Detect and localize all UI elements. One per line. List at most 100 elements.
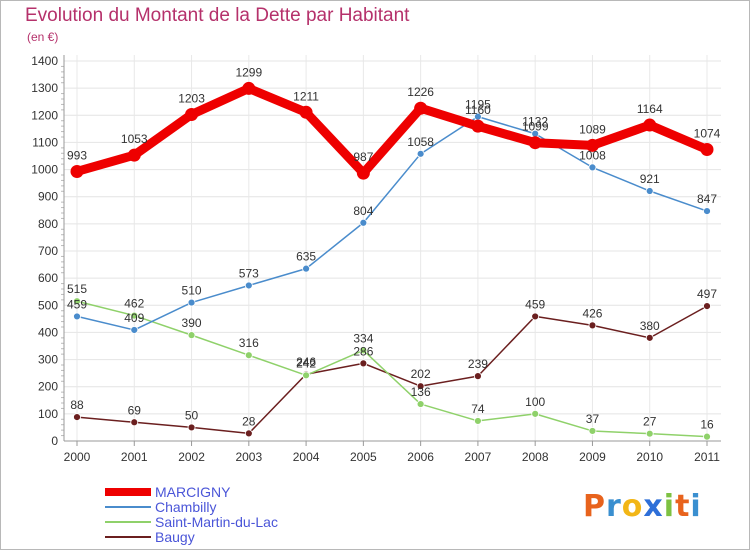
data-point <box>130 326 139 334</box>
data-label: 239 <box>468 357 488 371</box>
data-point <box>359 359 368 368</box>
data-point <box>185 107 199 121</box>
data-label: 37 <box>586 412 600 426</box>
y-tick-label: 1000 <box>31 163 58 177</box>
data-label: 1226 <box>407 85 434 99</box>
grid-lines <box>64 55 721 441</box>
data-label: 847 <box>697 192 717 206</box>
y-tick-label: 0 <box>51 434 58 448</box>
data-point <box>531 409 540 418</box>
data-point <box>471 119 485 133</box>
legend-swatch <box>105 521 151 523</box>
data-point <box>588 427 597 435</box>
data-point <box>416 382 425 391</box>
data-labels: 88 69 50 28 246 286 202 239 459 426 380 497 515 462 39… <box>67 65 721 431</box>
data-label: 1074 <box>694 126 721 140</box>
logo-letter: i <box>663 489 676 524</box>
chart-title: Evolution du Montant de la Dette par Hab… <box>25 5 410 26</box>
x-tick-label: 2001 <box>121 450 148 464</box>
data-label: 1195 <box>465 98 491 112</box>
data-point <box>700 142 714 156</box>
data-label: 16 <box>700 418 714 432</box>
y-tick-label: 700 <box>38 244 58 258</box>
data-label: 246 <box>296 355 316 369</box>
series-group <box>70 81 714 441</box>
data-label: 1211 <box>293 89 319 103</box>
legend-label: Baugy <box>155 529 195 545</box>
legend-label: MARCIGNY <box>155 484 231 500</box>
data-label: 459 <box>67 297 87 311</box>
y-tick-label: 100 <box>38 407 58 421</box>
y-tick-label: 1100 <box>32 135 58 149</box>
logo-letter: P <box>583 489 606 524</box>
legend-swatch <box>105 506 151 508</box>
data-label: 510 <box>182 284 202 298</box>
data-point <box>70 164 84 178</box>
data-point <box>242 81 256 95</box>
series-line <box>72 83 712 178</box>
data-point <box>73 312 81 321</box>
series-line <box>76 300 708 438</box>
y-tick-label: 900 <box>38 190 58 204</box>
data-label: 380 <box>640 319 660 333</box>
logo-letter: x <box>643 489 664 524</box>
y-tick-label: 1300 <box>31 81 58 95</box>
series-line <box>76 115 708 331</box>
data-point <box>585 138 599 152</box>
x-tick-label: 2009 <box>579 450 606 464</box>
legend-label: Saint-Martin-du-Lac <box>155 514 278 530</box>
y-tick-label: 500 <box>38 298 58 312</box>
y-tick-label: 300 <box>38 353 58 367</box>
data-label: 515 <box>67 282 87 296</box>
logo-letter: t <box>675 489 691 524</box>
data-point <box>474 417 482 425</box>
x-tick-label: 2003 <box>235 450 262 464</box>
x-tick-label: 2008 <box>522 450 549 464</box>
legend-label: Chambilly <box>155 499 217 515</box>
data-point <box>244 429 253 438</box>
x-tick-label: 2007 <box>465 450 492 464</box>
data-point <box>414 101 428 115</box>
data-point <box>244 281 253 290</box>
data-point <box>187 331 196 340</box>
data-label: 27 <box>643 415 657 429</box>
data-label: 69 <box>128 403 142 417</box>
data-label: 1203 <box>178 91 205 105</box>
data-point <box>703 207 711 216</box>
y-tick-label: 200 <box>38 380 58 394</box>
chart-unit: (en €) <box>27 30 59 44</box>
series-line <box>76 305 708 435</box>
data-point <box>356 166 370 180</box>
axes: 0 100 200 300 400 500 600 700 800 900 1000 1100 1200… <box>31 54 721 464</box>
data-label: 202 <box>411 367 431 381</box>
data-label: 316 <box>239 336 259 350</box>
y-tick-label: 400 <box>38 325 58 339</box>
data-point <box>645 333 654 342</box>
data-label: 987 <box>353 150 373 164</box>
data-point <box>359 346 368 355</box>
data-point <box>645 429 654 438</box>
data-point <box>416 400 425 408</box>
x-tick-label: 2004 <box>293 450 320 464</box>
data-label: 1008 <box>579 148 606 162</box>
data-point <box>416 149 425 158</box>
data-label: 390 <box>182 316 202 330</box>
x-tick-label: 2010 <box>636 450 663 464</box>
data-point <box>299 105 313 119</box>
data-point <box>302 264 310 273</box>
data-point <box>302 371 310 380</box>
data-point <box>130 418 139 427</box>
data-point <box>643 118 657 132</box>
data-point <box>73 413 81 422</box>
data-label: 426 <box>582 306 602 320</box>
data-label: 100 <box>525 395 545 409</box>
data-point <box>73 297 81 306</box>
data-label: 88 <box>70 398 84 412</box>
data-label: 497 <box>697 287 717 301</box>
legend-swatch <box>105 488 151 496</box>
data-point <box>528 136 542 150</box>
data-point <box>703 432 711 441</box>
data-point <box>187 423 196 432</box>
x-tick-label: 2002 <box>178 450 205 464</box>
